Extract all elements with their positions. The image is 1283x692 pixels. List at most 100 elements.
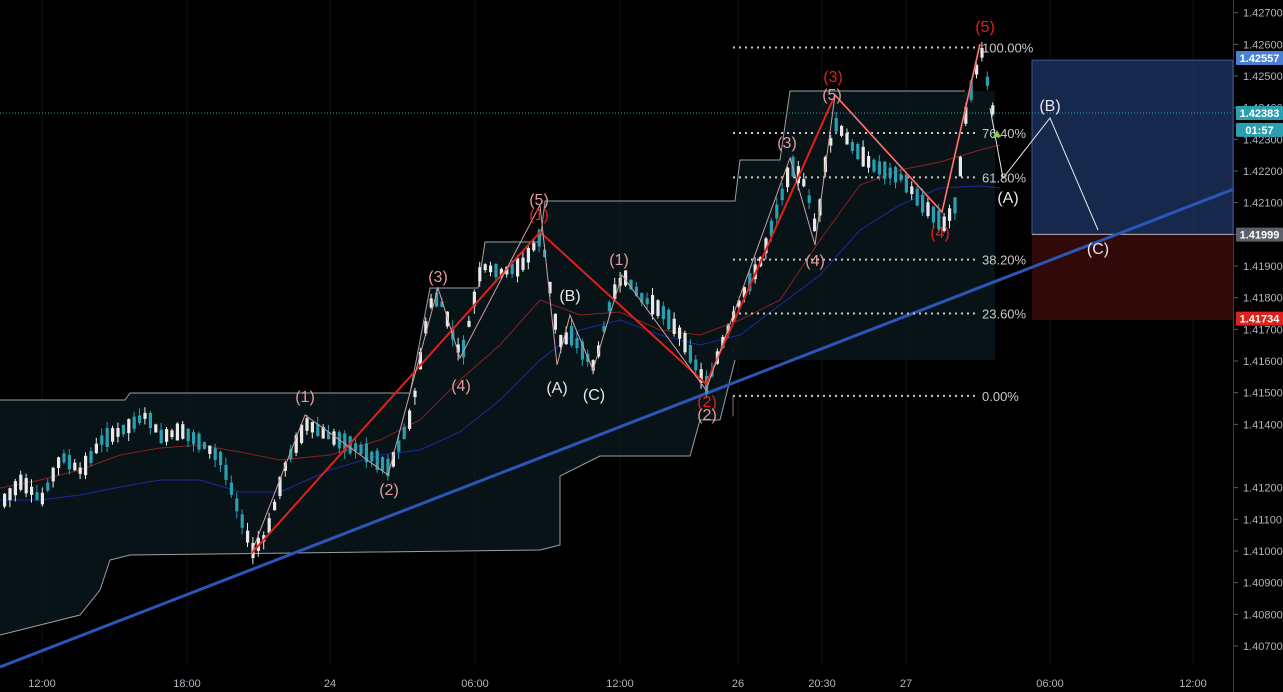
candle-body (580, 341, 584, 360)
time-axis[interactable]: 12:00 18:00 24 06:00 12:00 26 20:30 27 06:00 12:0… (28, 678, 1207, 690)
wave-label: (4) (451, 378, 471, 395)
candle-body (375, 450, 379, 470)
fib-level-label: 38.20% (982, 253, 1027, 268)
candle-body (46, 482, 50, 491)
price-tag (1236, 122, 1283, 137)
projection-box-lower (1032, 234, 1233, 320)
candle-body (640, 293, 644, 303)
candle-body (964, 106, 968, 124)
price-tick-label: 1.40700 (1243, 641, 1283, 653)
candle-body (532, 243, 536, 251)
candle-body (186, 428, 190, 442)
price-tick-label: 1.42700 (1243, 8, 1283, 20)
price-tick-label: 1.42200 (1243, 166, 1283, 178)
candle-body (867, 155, 871, 168)
wave-label: (1) (529, 207, 549, 224)
candle-body (170, 430, 174, 438)
candle-body (899, 174, 903, 181)
candle-body (505, 267, 509, 275)
candle-body (591, 360, 595, 371)
candle-body (127, 419, 131, 434)
candle-body (402, 426, 406, 439)
price-tag-label: 1.42557 (1240, 53, 1280, 65)
channel-lower-edge (0, 359, 736, 636)
candle-body (202, 442, 206, 449)
candle-body (273, 501, 277, 511)
candle-body (694, 359, 698, 371)
candle-body (521, 257, 525, 270)
fib-level-label: 61.80% (982, 170, 1027, 185)
candle-body (980, 47, 984, 58)
candle-body (35, 492, 39, 500)
candle-body (121, 424, 125, 435)
trendline[interactable] (0, 168, 1283, 669)
wave-label: (A) (546, 380, 567, 397)
candle-body (904, 174, 908, 193)
candle-body (154, 424, 158, 433)
candle-body (845, 133, 849, 145)
channel-upper-edge (0, 90, 965, 401)
candle-body (13, 481, 17, 496)
candle-body (316, 423, 320, 437)
candle-body (132, 416, 136, 429)
candle-body (24, 478, 28, 494)
price-tag (1236, 50, 1283, 65)
wave-label: (2) (379, 482, 399, 499)
candle-body (197, 433, 201, 450)
price-tick-label: 1.42100 (1243, 198, 1283, 210)
candle-body (489, 265, 493, 273)
candle-body (343, 433, 347, 452)
wave-label: (5) (529, 192, 549, 209)
candle-body (926, 202, 930, 217)
price-tick-label: 1.40900 (1243, 578, 1283, 590)
candle-body (775, 204, 779, 219)
candle-body (111, 428, 115, 442)
candle-body (931, 206, 935, 223)
fibonacci-retracement[interactable]: 100.00% 76.40% 61.80% 38.20% 23.60% 0.00% (732, 41, 1034, 417)
candle-body (607, 302, 611, 312)
candle-body (559, 334, 563, 347)
price-tag (1236, 311, 1283, 326)
candle-body (807, 195, 811, 203)
candle-body (143, 412, 147, 419)
elliott-wave-lines (250, 43, 1099, 555)
candle-body (219, 451, 223, 465)
candle-body (51, 467, 55, 482)
candle-body (267, 518, 271, 534)
candle-body (213, 448, 217, 461)
candle-body (181, 424, 185, 439)
price-tick-label: 1.41500 (1243, 388, 1283, 400)
candle-body (391, 452, 395, 467)
moving-averages (0, 144, 1001, 501)
candle-body (440, 301, 444, 308)
candle-body (483, 264, 487, 271)
candle-body (478, 267, 482, 282)
candle-body (742, 287, 746, 298)
time-tick-label: 12:00 (28, 678, 56, 690)
candle-body (165, 429, 169, 442)
candle-body (57, 457, 61, 469)
candle-body (683, 333, 687, 353)
time-tick-label: 12:00 (606, 678, 634, 690)
candle-body (748, 273, 752, 291)
candle-body (656, 300, 660, 316)
candle-body (192, 432, 196, 445)
candle-body (435, 292, 439, 307)
wave-label: (5) (822, 87, 842, 104)
candle-body (526, 247, 530, 263)
candle-body (224, 464, 228, 480)
candle-body (30, 486, 34, 495)
candle-body (661, 306, 665, 320)
candle-body (672, 318, 676, 334)
candle-body (289, 449, 293, 460)
price-axis[interactable]: 1.427001.426001.425001.424001.423001.422… (1233, 0, 1283, 692)
projection-box (1031, 59, 1234, 320)
candle-body (877, 161, 881, 175)
candle-body (100, 435, 104, 445)
time-tick-label: 18:00 (173, 678, 201, 690)
candle-body (624, 270, 628, 286)
price-tick-label: 1.40800 (1243, 609, 1283, 621)
candle-body (510, 263, 514, 275)
candle-body (564, 332, 568, 345)
